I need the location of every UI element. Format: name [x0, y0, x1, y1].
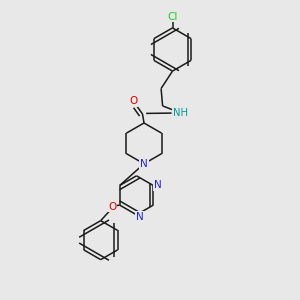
Text: N: N: [154, 180, 162, 190]
Text: O: O: [108, 202, 116, 212]
Text: O: O: [129, 96, 138, 106]
Text: N: N: [140, 159, 148, 169]
Text: N: N: [136, 212, 144, 222]
Text: Cl: Cl: [167, 11, 178, 22]
Text: NH: NH: [172, 107, 188, 118]
